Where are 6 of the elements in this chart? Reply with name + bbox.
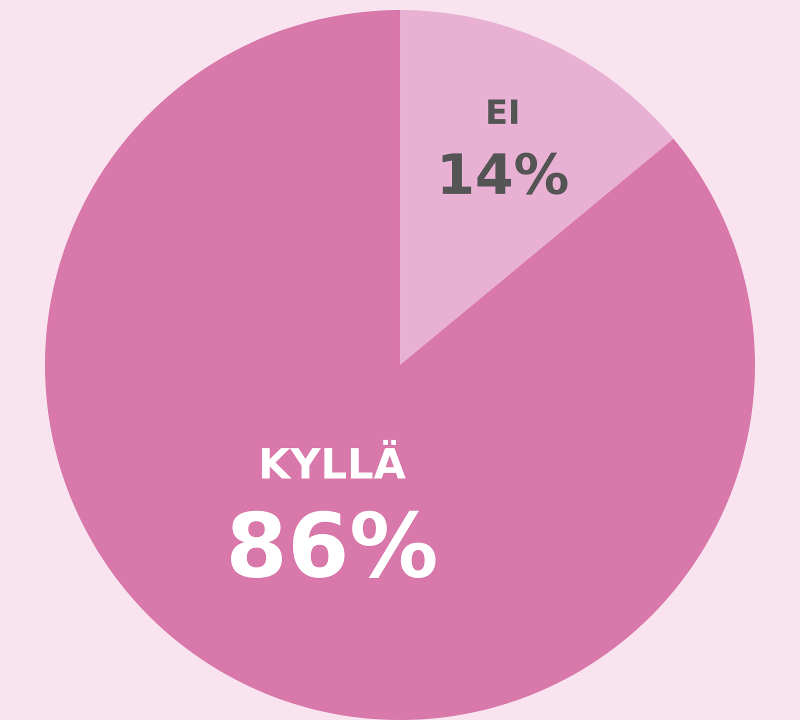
data-label: 14%	[442, 152, 568, 195]
slice-label: EI	[488, 100, 518, 124]
data-label: 86%	[231, 510, 436, 578]
slice-label: KYLLÄ	[262, 440, 406, 478]
pie-slice	[45, 10, 755, 720]
pie-slice	[400, 10, 674, 365]
